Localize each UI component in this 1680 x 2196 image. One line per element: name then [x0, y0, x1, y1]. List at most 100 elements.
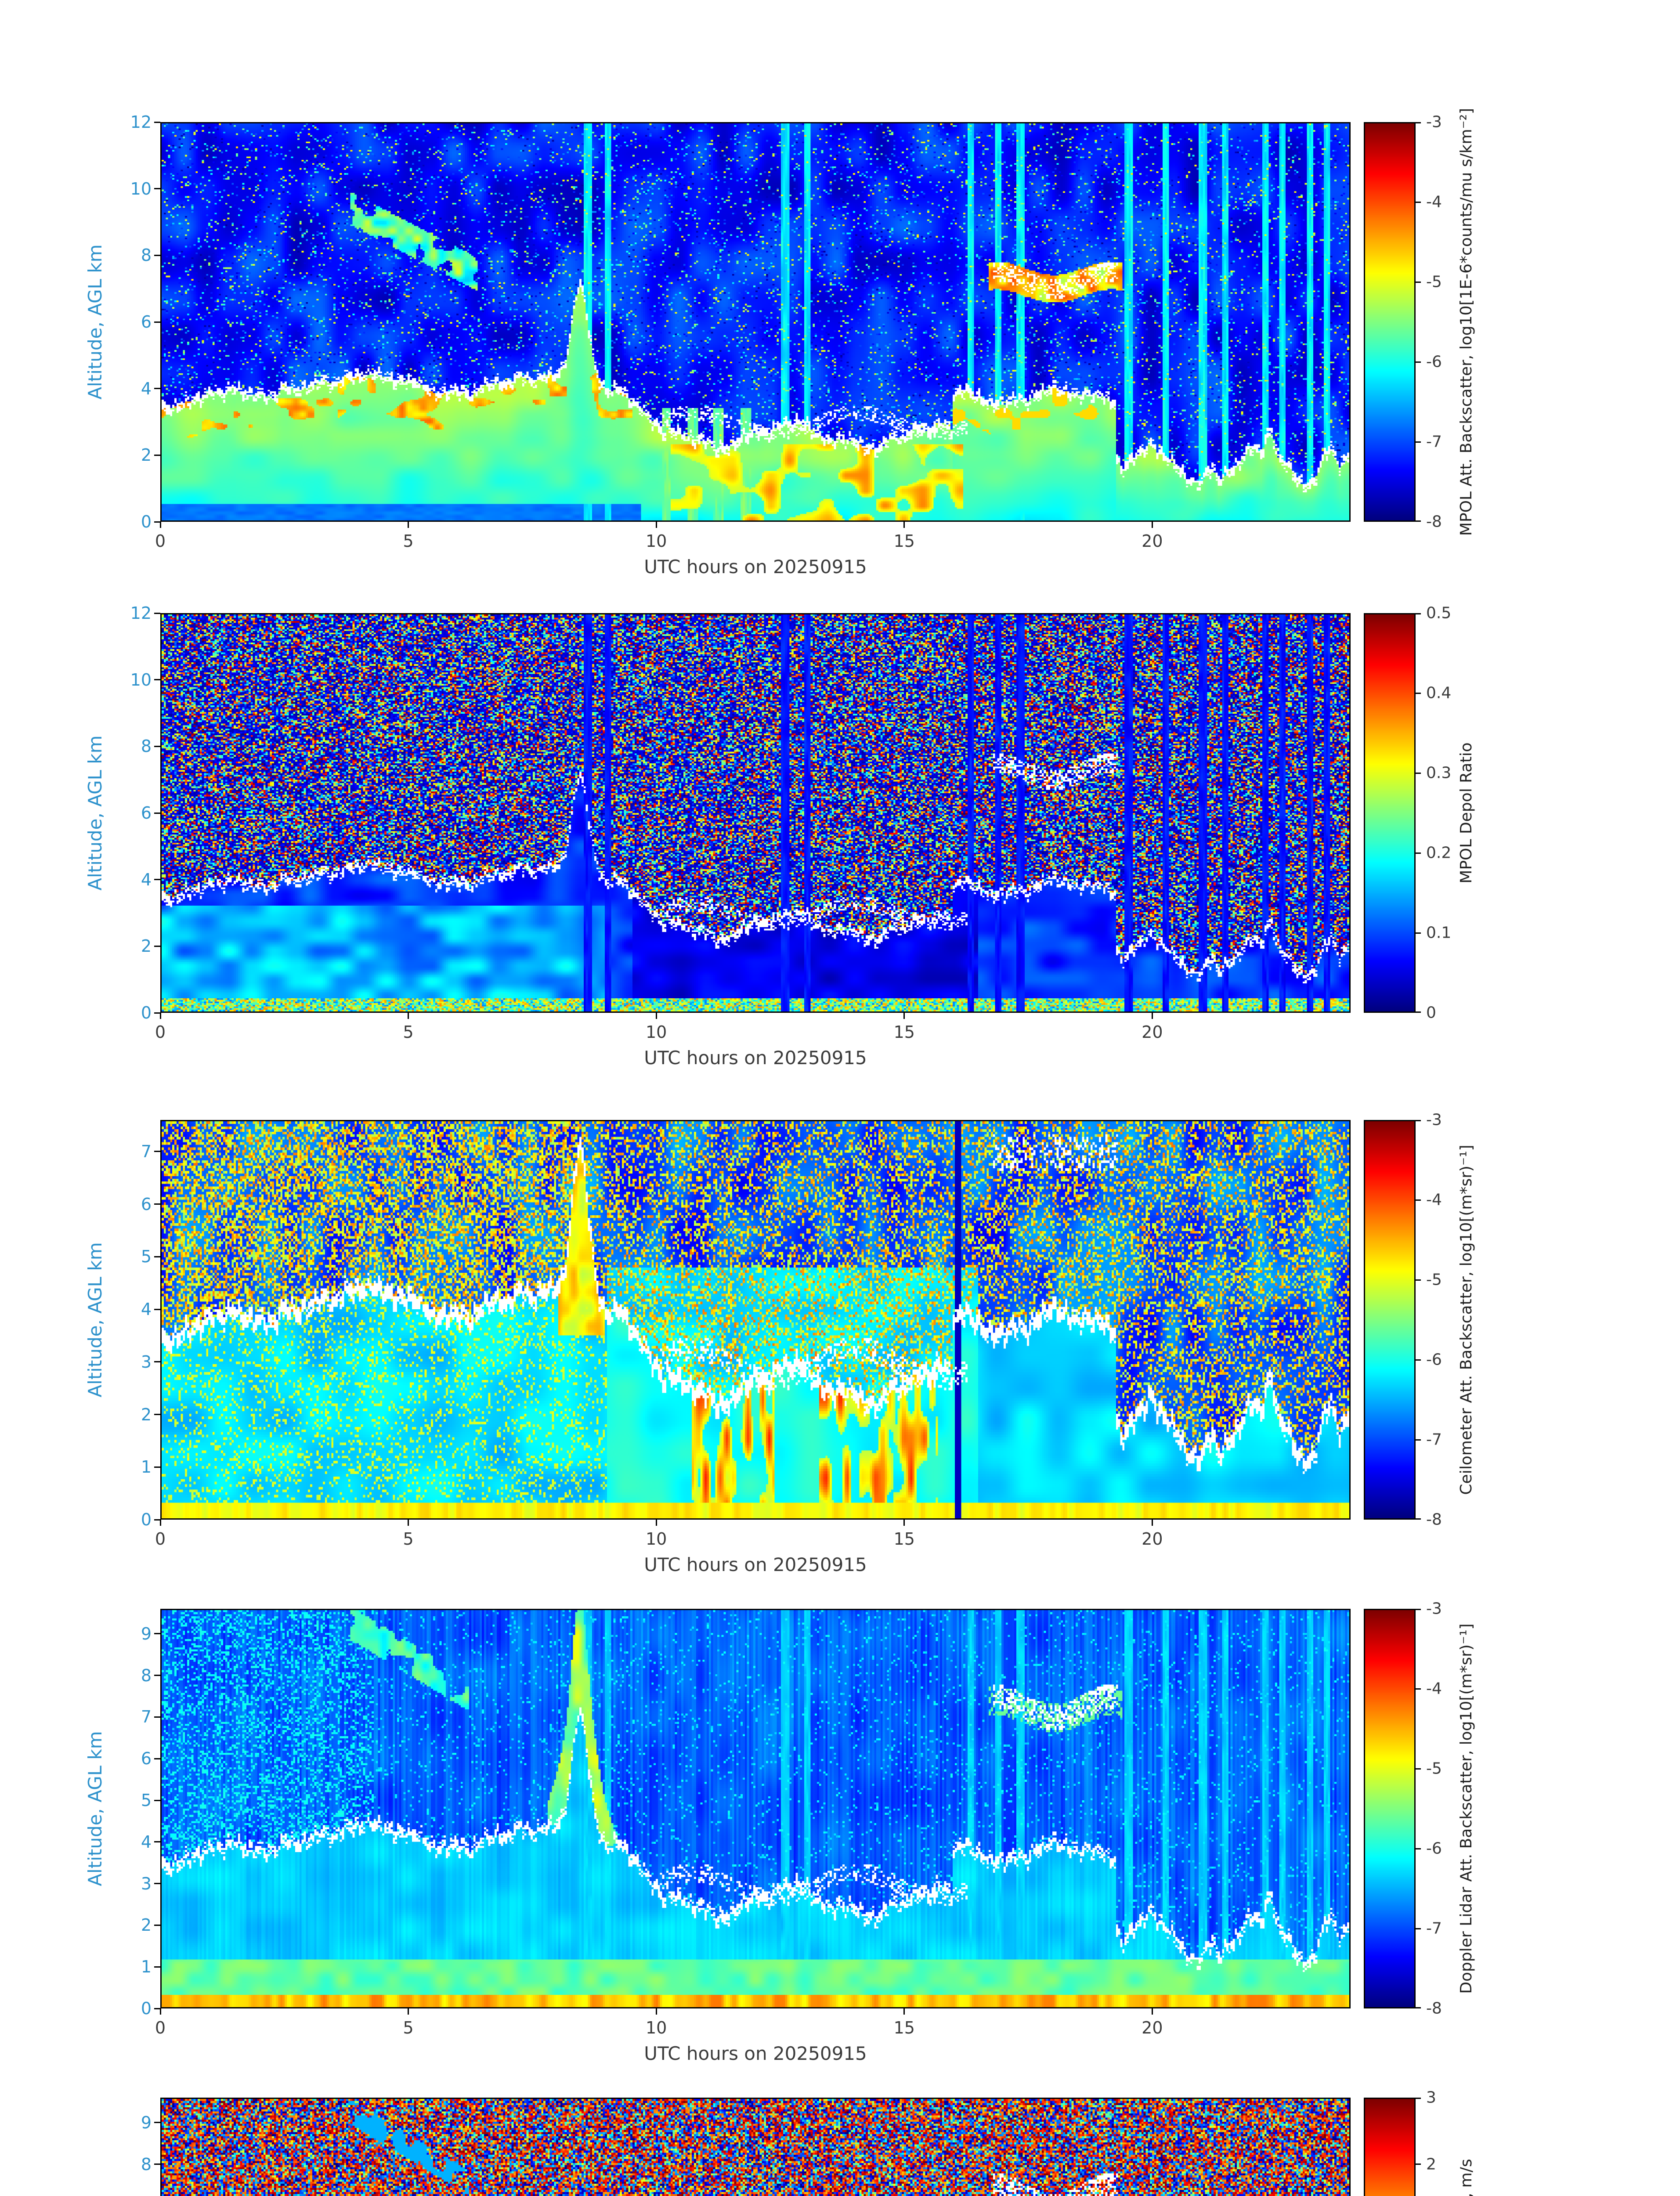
- y-tick-label: 0: [141, 1999, 152, 2018]
- y-tick-mark: [154, 1361, 160, 1363]
- x-tick-label: 5: [403, 2018, 414, 2037]
- colorbar-tick-label: -7: [1426, 1919, 1442, 1938]
- x-axis-label: UTC hours on 20250915: [644, 1554, 867, 1575]
- colorbar-tick-label: -6: [1426, 1839, 1442, 1858]
- y-tick-label: 2: [141, 1915, 152, 1935]
- x-tick-mark: [408, 1013, 409, 1019]
- x-tick-label: 20: [1142, 2018, 1163, 2037]
- x-tick-mark: [408, 2008, 409, 2015]
- y-axis-label: Altitude, AGL km: [84, 1242, 106, 1398]
- y-tick-mark: [154, 188, 160, 190]
- y-tick-mark: [154, 1924, 160, 1926]
- colorbar-tick-mark: [1416, 772, 1421, 774]
- y-axis-label: Altitude, AGL km: [84, 1731, 106, 1886]
- y-tick-mark: [154, 1633, 160, 1635]
- x-tick-mark: [159, 1520, 161, 1526]
- x-tick-mark: [408, 522, 409, 528]
- colorbar-tick-mark: [1416, 932, 1421, 934]
- x-tick-mark: [1151, 522, 1153, 528]
- heatmap-canvas-mpol-backscatter: [162, 123, 1349, 520]
- colorbar-tick-label: -3: [1426, 113, 1442, 131]
- x-tick-mark: [408, 1520, 409, 1526]
- y-tick-mark: [154, 521, 160, 523]
- y-tick-mark: [154, 679, 160, 681]
- x-tick-label: 15: [893, 531, 915, 551]
- y-tick-mark: [154, 812, 160, 814]
- x-tick-label: 10: [645, 1022, 667, 1042]
- colorbar-tick-mark: [1416, 1199, 1421, 1201]
- y-tick-mark: [154, 321, 160, 323]
- colorbar-tick-mark: [1416, 2163, 1421, 2165]
- y-tick-label: 10: [130, 179, 152, 199]
- colorbar-doppler-lidar-velocity: [1364, 2098, 1416, 2196]
- colorbar-tick-mark: [1416, 1120, 1421, 1121]
- y-tick-mark: [154, 1203, 160, 1205]
- colorbar-tick-label: -4: [1426, 193, 1442, 211]
- x-tick-label: 10: [645, 1529, 667, 1549]
- colorbar-tick-label: 0: [1426, 1004, 1436, 1022]
- colorbar-tick-label: -7: [1426, 1430, 1442, 1449]
- colorbar-tick-label: 0.3: [1426, 764, 1452, 782]
- colorbar-tick-mark: [1416, 1768, 1421, 1770]
- colorbar-label: MPOL Depol Ratio: [1457, 742, 1475, 884]
- x-tick-mark: [903, 1520, 905, 1526]
- colorbar-tick-mark: [1416, 1928, 1421, 1929]
- heatmap-plot-mpol-backscatter: [160, 122, 1351, 522]
- colorbar-tick-mark: [1416, 441, 1421, 443]
- colorbar-gradient: [1365, 2099, 1414, 2196]
- x-tick-mark: [159, 2008, 161, 2015]
- y-axis-label: Altitude, AGL km: [84, 244, 106, 400]
- y-tick-mark: [154, 1883, 160, 1885]
- panel-mpol-backscatter: Altitude, AGL km 0 2 4 6 8 10 12 0 5 10 15 20 UTC hou…: [0, 108, 1680, 613]
- colorbar-tick-label: 3: [1426, 2088, 1436, 2107]
- y-tick-mark: [154, 254, 160, 256]
- y-tick-label: 7: [141, 1707, 152, 1727]
- x-tick-mark: [655, 1013, 657, 1019]
- x-tick-mark: [655, 2008, 657, 2015]
- heatmap-plot-ceilometer-backscatter: [160, 1120, 1351, 1520]
- y-tick-label: 3: [141, 1874, 152, 1893]
- colorbar-tick-label: -5: [1426, 1759, 1442, 1778]
- y-tick-label: 4: [141, 1300, 152, 1319]
- x-tick-label: 5: [403, 1022, 414, 1042]
- heatmap-plot-mpol-depol-ratio: [160, 613, 1351, 1013]
- y-tick-label: 12: [130, 112, 152, 132]
- colorbar-gradient: [1365, 614, 1414, 1011]
- y-tick-label: 8: [141, 1665, 152, 1685]
- colorbar-tick-label: -7: [1426, 433, 1442, 451]
- colorbar-tick-mark: [1416, 2098, 1421, 2099]
- heatmap-canvas-doppler-lidar-velocity: [162, 2099, 1349, 2196]
- y-tick-label: 6: [141, 1194, 152, 1214]
- colorbar-tick-mark: [1416, 1688, 1421, 1690]
- colorbar-tick-label: -6: [1426, 1351, 1442, 1369]
- x-tick-mark: [903, 1013, 905, 1019]
- colorbar-tick-label: 0.4: [1426, 684, 1452, 702]
- y-tick-label: 3: [141, 1352, 152, 1372]
- panel-doppler-lidar-backscatter: Altitude, AGL km 0 1 2 3 4 5 6 7 8 9 0 5 10 15 20 UTC ho…: [0, 1600, 1680, 2100]
- y-tick-mark: [154, 1758, 160, 1759]
- y-tick-label: 4: [141, 379, 152, 398]
- y-tick-label: 1: [141, 1457, 152, 1477]
- y-tick-mark: [154, 1466, 160, 1468]
- x-tick-mark: [159, 522, 161, 528]
- x-tick-label: 0: [155, 531, 166, 551]
- y-tick-mark: [154, 1841, 160, 1843]
- y-axis-label: Altitude, AGL km: [84, 735, 106, 891]
- colorbar-ceilometer-backscatter: [1364, 1120, 1416, 1520]
- colorbar-tick-mark: [1416, 613, 1421, 614]
- x-axis-label: UTC hours on 20250915: [644, 2043, 867, 2064]
- x-tick-mark: [655, 522, 657, 528]
- y-tick-mark: [154, 612, 160, 614]
- colorbar-label: Ceilometer Att. Backscatter, log10[(m*sr…: [1457, 1145, 1475, 1495]
- panel-ceilometer-backscatter: Altitude, AGL km 0 1 2 3 4 5 6 7 0 5 10 15 20 UTC hour…: [0, 1111, 1680, 1611]
- x-tick-label: 10: [645, 2018, 667, 2037]
- x-tick-mark: [655, 1520, 657, 1526]
- y-tick-mark: [154, 121, 160, 123]
- colorbar-tick-mark: [1416, 1279, 1421, 1281]
- y-tick-mark: [154, 745, 160, 747]
- colorbar-tick-mark: [1416, 1848, 1421, 1849]
- x-tick-label: 15: [893, 2018, 915, 2037]
- y-tick-mark: [154, 1675, 160, 1676]
